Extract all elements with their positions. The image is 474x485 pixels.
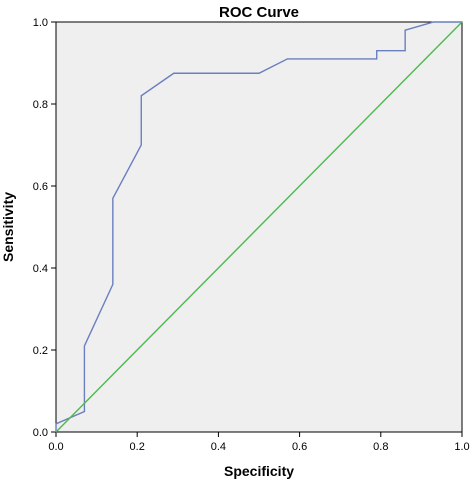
x-tick-label: 0.8 xyxy=(373,441,388,453)
ticks-layer: 0.0 0.2 0.4 0.6 0.8 1.0 0.0 0.2 0.4 0.6 0.8 1.0 xyxy=(33,17,470,453)
y-axis-label: Sensitivity xyxy=(0,192,16,262)
x-axis-label: Specificity xyxy=(224,463,294,479)
y-tick-label: 0.8 xyxy=(33,99,48,111)
chart-title: ROC Curve xyxy=(219,4,299,21)
y-tick-label: 0.0 xyxy=(33,427,48,439)
y-tick-label: 0.2 xyxy=(33,345,48,357)
x-tick-label: 0.2 xyxy=(130,441,145,453)
roc-series-line xyxy=(55,21,462,432)
y-tick-label: 0.6 xyxy=(33,181,48,193)
x-tick-label: 1.0 xyxy=(454,441,469,453)
y-tick-label: 1.0 xyxy=(33,17,48,29)
x-tick-label: 0.4 xyxy=(211,441,226,453)
series-layer xyxy=(55,21,463,433)
x-tick-label: 0.0 xyxy=(48,441,63,453)
x-tick-label: 0.6 xyxy=(292,441,307,453)
reference-series-line xyxy=(55,21,463,433)
y-tick-label: 0.4 xyxy=(33,263,48,275)
